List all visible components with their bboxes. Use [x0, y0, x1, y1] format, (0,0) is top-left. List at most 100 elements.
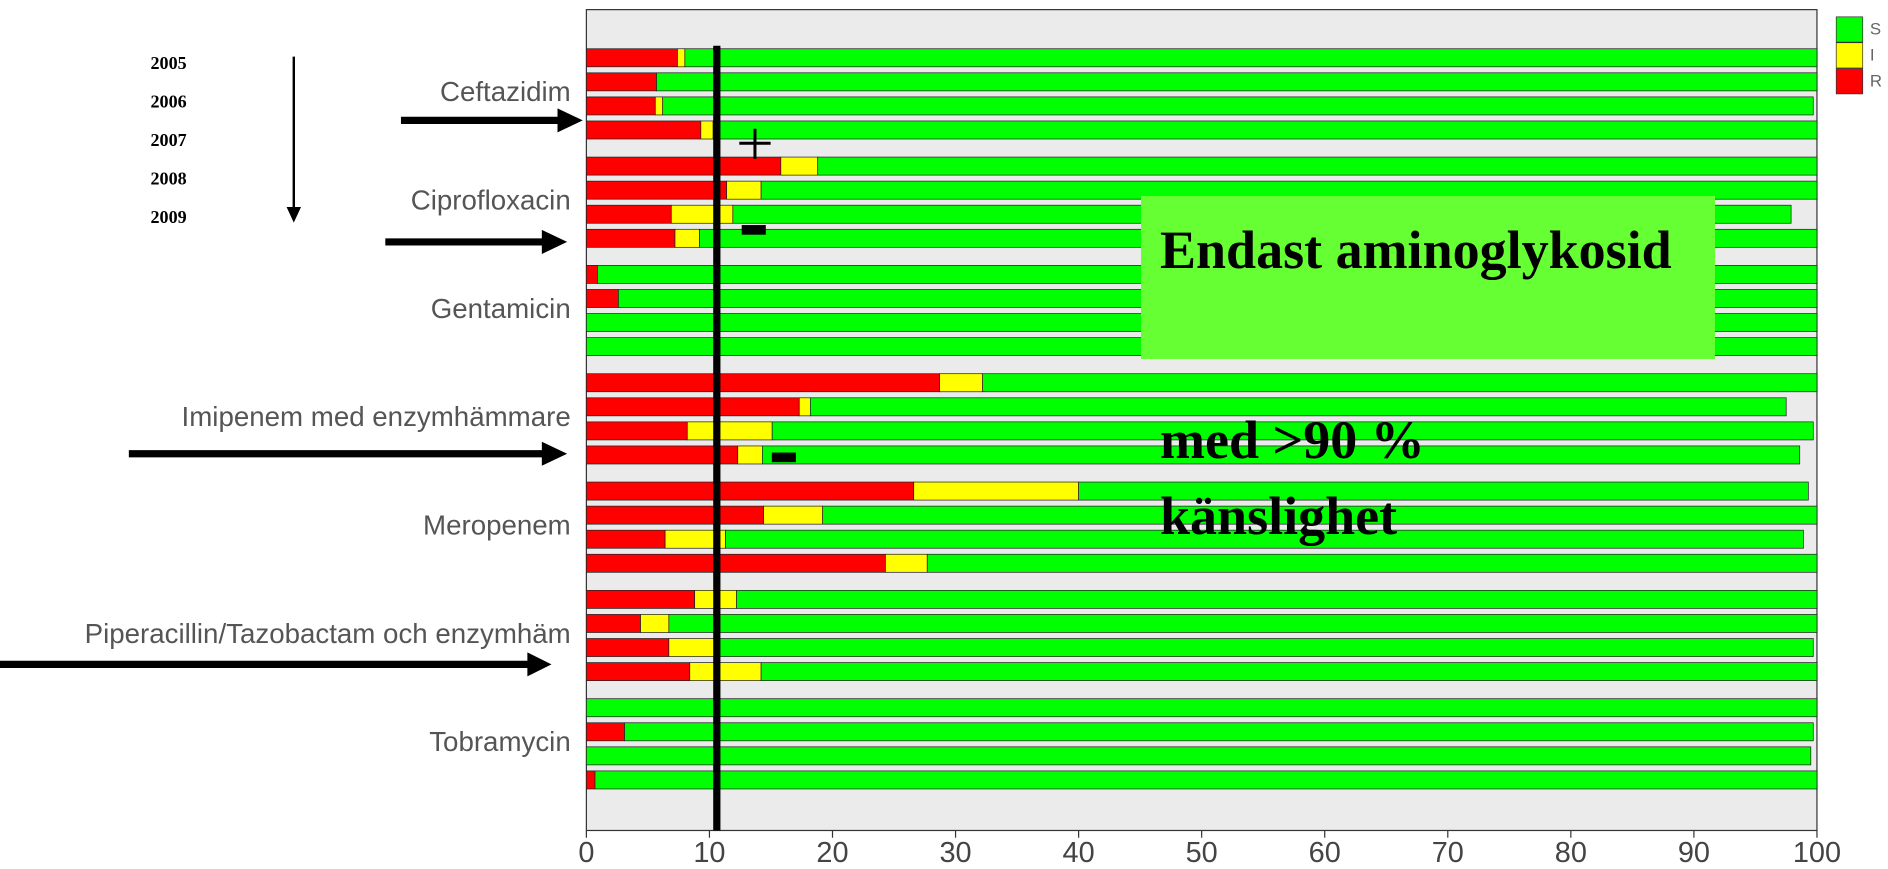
category-label: Tobramycin [429, 726, 571, 757]
arrow-head [541, 441, 568, 466]
year-label: 2009 [151, 207, 187, 227]
bar-segment [586, 48, 678, 68]
year-label: 2006 [151, 92, 187, 112]
bar-segment [586, 397, 800, 417]
x-tick-label: 40 [1063, 837, 1095, 869]
bar-segment [726, 180, 762, 200]
x-tick-label: 20 [816, 837, 848, 869]
legend-swatch [1835, 16, 1864, 43]
bar-segment [656, 72, 1818, 92]
bar-segment [586, 120, 702, 140]
x-tick-label: 70 [1432, 837, 1464, 869]
bar-segment [712, 120, 1818, 140]
x-tick-label: 10 [693, 837, 725, 869]
bar-segment [640, 614, 670, 633]
minus-sign [741, 225, 766, 235]
year-arrow-head [286, 207, 302, 223]
bar-segment [700, 120, 714, 140]
bar-segment [586, 746, 1812, 766]
x-tick-label: 90 [1678, 837, 1710, 869]
bar-segment [662, 96, 1814, 116]
x-tick-label: 80 [1555, 837, 1587, 869]
annotation-box [1141, 196, 1715, 359]
bar-segment [760, 662, 1818, 681]
bar-segment [586, 204, 672, 224]
x-tick-label: 50 [1186, 837, 1218, 869]
category-label: Piperacillin/Tazobactam och enzymhäm [85, 618, 571, 649]
bar-segment [586, 72, 657, 92]
bar-segment [586, 421, 688, 441]
bar-segment [586, 265, 598, 284]
arrow-head [557, 108, 583, 133]
bar-segment [586, 96, 656, 116]
arrow-head [527, 652, 552, 677]
legend-label: S [1870, 20, 1881, 39]
bar-segment [586, 373, 940, 393]
bar-segment [798, 397, 811, 417]
bar-segment [668, 614, 1818, 633]
category-label: Imipenem med enzymhämmare [182, 401, 571, 432]
bar-segment [982, 373, 1818, 393]
bar-segment [763, 505, 824, 525]
bar-segment [771, 421, 1814, 441]
annotation: med >90 % känslighet [1160, 410, 1425, 546]
bar-segment [586, 156, 782, 176]
bar-segment [586, 638, 670, 657]
bar-segment [586, 529, 666, 549]
bar-segment [586, 553, 886, 573]
bar-segment [670, 204, 734, 224]
category-label: Ciprofloxacin [411, 185, 571, 216]
marks [739, 128, 796, 463]
bar-segment [885, 553, 928, 573]
bar-segment [586, 722, 625, 742]
arrows [0, 108, 583, 677]
arrow-head [541, 229, 568, 254]
bar-segment [586, 698, 1818, 718]
bar-segment [586, 481, 915, 501]
legend-swatch [1835, 68, 1864, 95]
bar-segment [1078, 481, 1809, 501]
bar-segment [817, 156, 1818, 176]
annotation: Endast aminoglykosid [1160, 220, 1672, 280]
plot-area [585, 9, 1818, 832]
bar-segment [586, 180, 728, 200]
year-label: 2007 [151, 130, 187, 150]
year-label: 2005 [151, 53, 187, 73]
bar-segment [586, 228, 676, 248]
legend-label: I [1870, 45, 1875, 64]
legend-label: R [1870, 71, 1882, 90]
x-tick-label: 100 [1793, 837, 1841, 869]
bar-segment [677, 48, 686, 68]
bar-segment [674, 228, 700, 248]
bar-segment [809, 397, 1787, 417]
minus-sign [771, 452, 796, 463]
category-label: Meropenem [423, 509, 571, 540]
bar-segment [822, 505, 1818, 525]
bar-segment [624, 722, 1814, 742]
bar-segment [761, 445, 1801, 465]
bar-segment [736, 590, 1818, 609]
bar-segment [586, 770, 596, 790]
bar-segment [586, 662, 691, 681]
bar-segment [586, 289, 619, 308]
bar-segment [586, 614, 641, 633]
bar-segment [689, 662, 762, 681]
bar-segment [913, 481, 1079, 501]
bar-segment [668, 638, 720, 657]
bar-segment [725, 529, 1804, 549]
category-label: Gentamicin [431, 293, 571, 324]
year-label: 2008 [151, 169, 187, 189]
bar-segment [594, 770, 1818, 790]
bar-segment [718, 638, 1814, 657]
bar-segment [586, 505, 764, 525]
bar-segment [939, 373, 983, 393]
x-tick-label: 60 [1309, 837, 1341, 869]
legend-swatch [1835, 42, 1864, 69]
bar-segment [684, 48, 1818, 68]
bar-segment [737, 445, 763, 465]
bar-segment [926, 553, 1818, 573]
x-tick-label: 30 [939, 837, 971, 869]
bar-segment [686, 421, 773, 441]
